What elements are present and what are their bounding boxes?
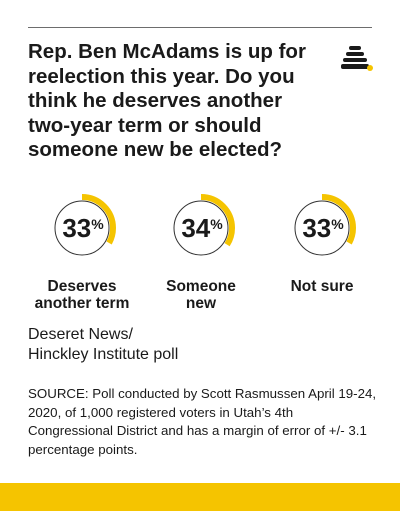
donut-category-line: Someone bbox=[166, 278, 236, 295]
donut-category-line: Not sure bbox=[290, 278, 354, 295]
attribution-line: Deseret News/ bbox=[28, 326, 133, 343]
donut-outline bbox=[173, 200, 229, 256]
poll-attribution: Deseret News/ Hinckley Institute poll bbox=[28, 325, 368, 365]
donut-outline bbox=[54, 200, 110, 256]
donut-value-label: 34% bbox=[181, 213, 223, 243]
donut-ring: 33% bbox=[288, 194, 356, 262]
top-divider bbox=[28, 27, 372, 28]
donut-value-arc bbox=[48, 194, 116, 262]
donut-item: 33% Not sure bbox=[262, 190, 382, 295]
beehive-icon bbox=[341, 46, 373, 71]
donut-value-label: 33% bbox=[302, 213, 344, 243]
donut-chart-group: 33% Deserves another term 34% Someone new 33% N… bbox=[0, 190, 400, 320]
donut-value-label: 33% bbox=[62, 213, 104, 243]
attribution-line: Hinckley Institute poll bbox=[28, 346, 179, 363]
bottom-accent-bar bbox=[0, 483, 400, 511]
donut-category-label: Someone new bbox=[141, 278, 261, 312]
donut-value-arc bbox=[288, 194, 356, 262]
donut-ring: 33% bbox=[48, 194, 116, 262]
donut-item: 34% Someone new bbox=[141, 190, 261, 312]
donut-category-line: new bbox=[185, 295, 217, 312]
donut-ring: 34% bbox=[167, 194, 235, 262]
donut-outline bbox=[294, 200, 350, 256]
donut-category-line: another term bbox=[34, 295, 130, 312]
donut-category-label: Not sure bbox=[262, 278, 382, 295]
donut-item: 33% Deserves another term bbox=[22, 190, 142, 312]
donut-category-line: Deserves bbox=[47, 278, 117, 295]
donut-value-arc bbox=[167, 194, 235, 262]
question-heading: Rep. Ben McAdams is up for reelection th… bbox=[28, 40, 306, 161]
donut-category-label: Deserves another term bbox=[22, 278, 142, 312]
source-note: SOURCE: Poll conducted by Scott Rasmusse… bbox=[28, 386, 377, 457]
